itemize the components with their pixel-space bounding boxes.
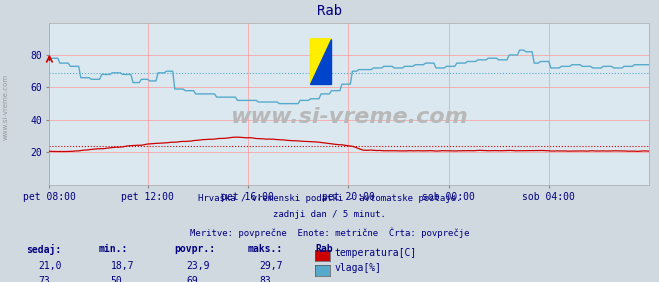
- Text: 50: 50: [111, 276, 123, 282]
- Text: 83: 83: [259, 276, 271, 282]
- Text: 18,7: 18,7: [111, 261, 134, 271]
- Polygon shape: [310, 39, 331, 84]
- Text: www.si-vreme.com: www.si-vreme.com: [231, 107, 468, 127]
- Text: 69: 69: [186, 276, 198, 282]
- Text: Rab: Rab: [315, 244, 333, 254]
- Text: Meritve: povprečne  Enote: metrične  Črta: povprečje: Meritve: povprečne Enote: metrične Črta:…: [190, 227, 469, 237]
- Text: Hrvaška / vremenski podatki - avtomatske postaje.: Hrvaška / vremenski podatki - avtomatske…: [198, 193, 461, 203]
- Text: 21,0: 21,0: [38, 261, 62, 271]
- Text: povpr.:: povpr.:: [175, 244, 215, 254]
- Text: vlaga[%]: vlaga[%]: [335, 263, 382, 273]
- Text: Rab: Rab: [317, 4, 342, 18]
- Text: min.:: min.:: [99, 244, 129, 254]
- Text: 29,7: 29,7: [259, 261, 283, 271]
- Text: 23,9: 23,9: [186, 261, 210, 271]
- Polygon shape: [310, 39, 331, 84]
- Text: 73: 73: [38, 276, 50, 282]
- Text: maks.:: maks.:: [247, 244, 282, 254]
- Text: zadnji dan / 5 minut.: zadnji dan / 5 minut.: [273, 210, 386, 219]
- Text: www.si-vreme.com: www.si-vreme.com: [2, 74, 9, 140]
- Text: temperatura[C]: temperatura[C]: [335, 248, 417, 258]
- Text: sedaj:: sedaj:: [26, 244, 61, 255]
